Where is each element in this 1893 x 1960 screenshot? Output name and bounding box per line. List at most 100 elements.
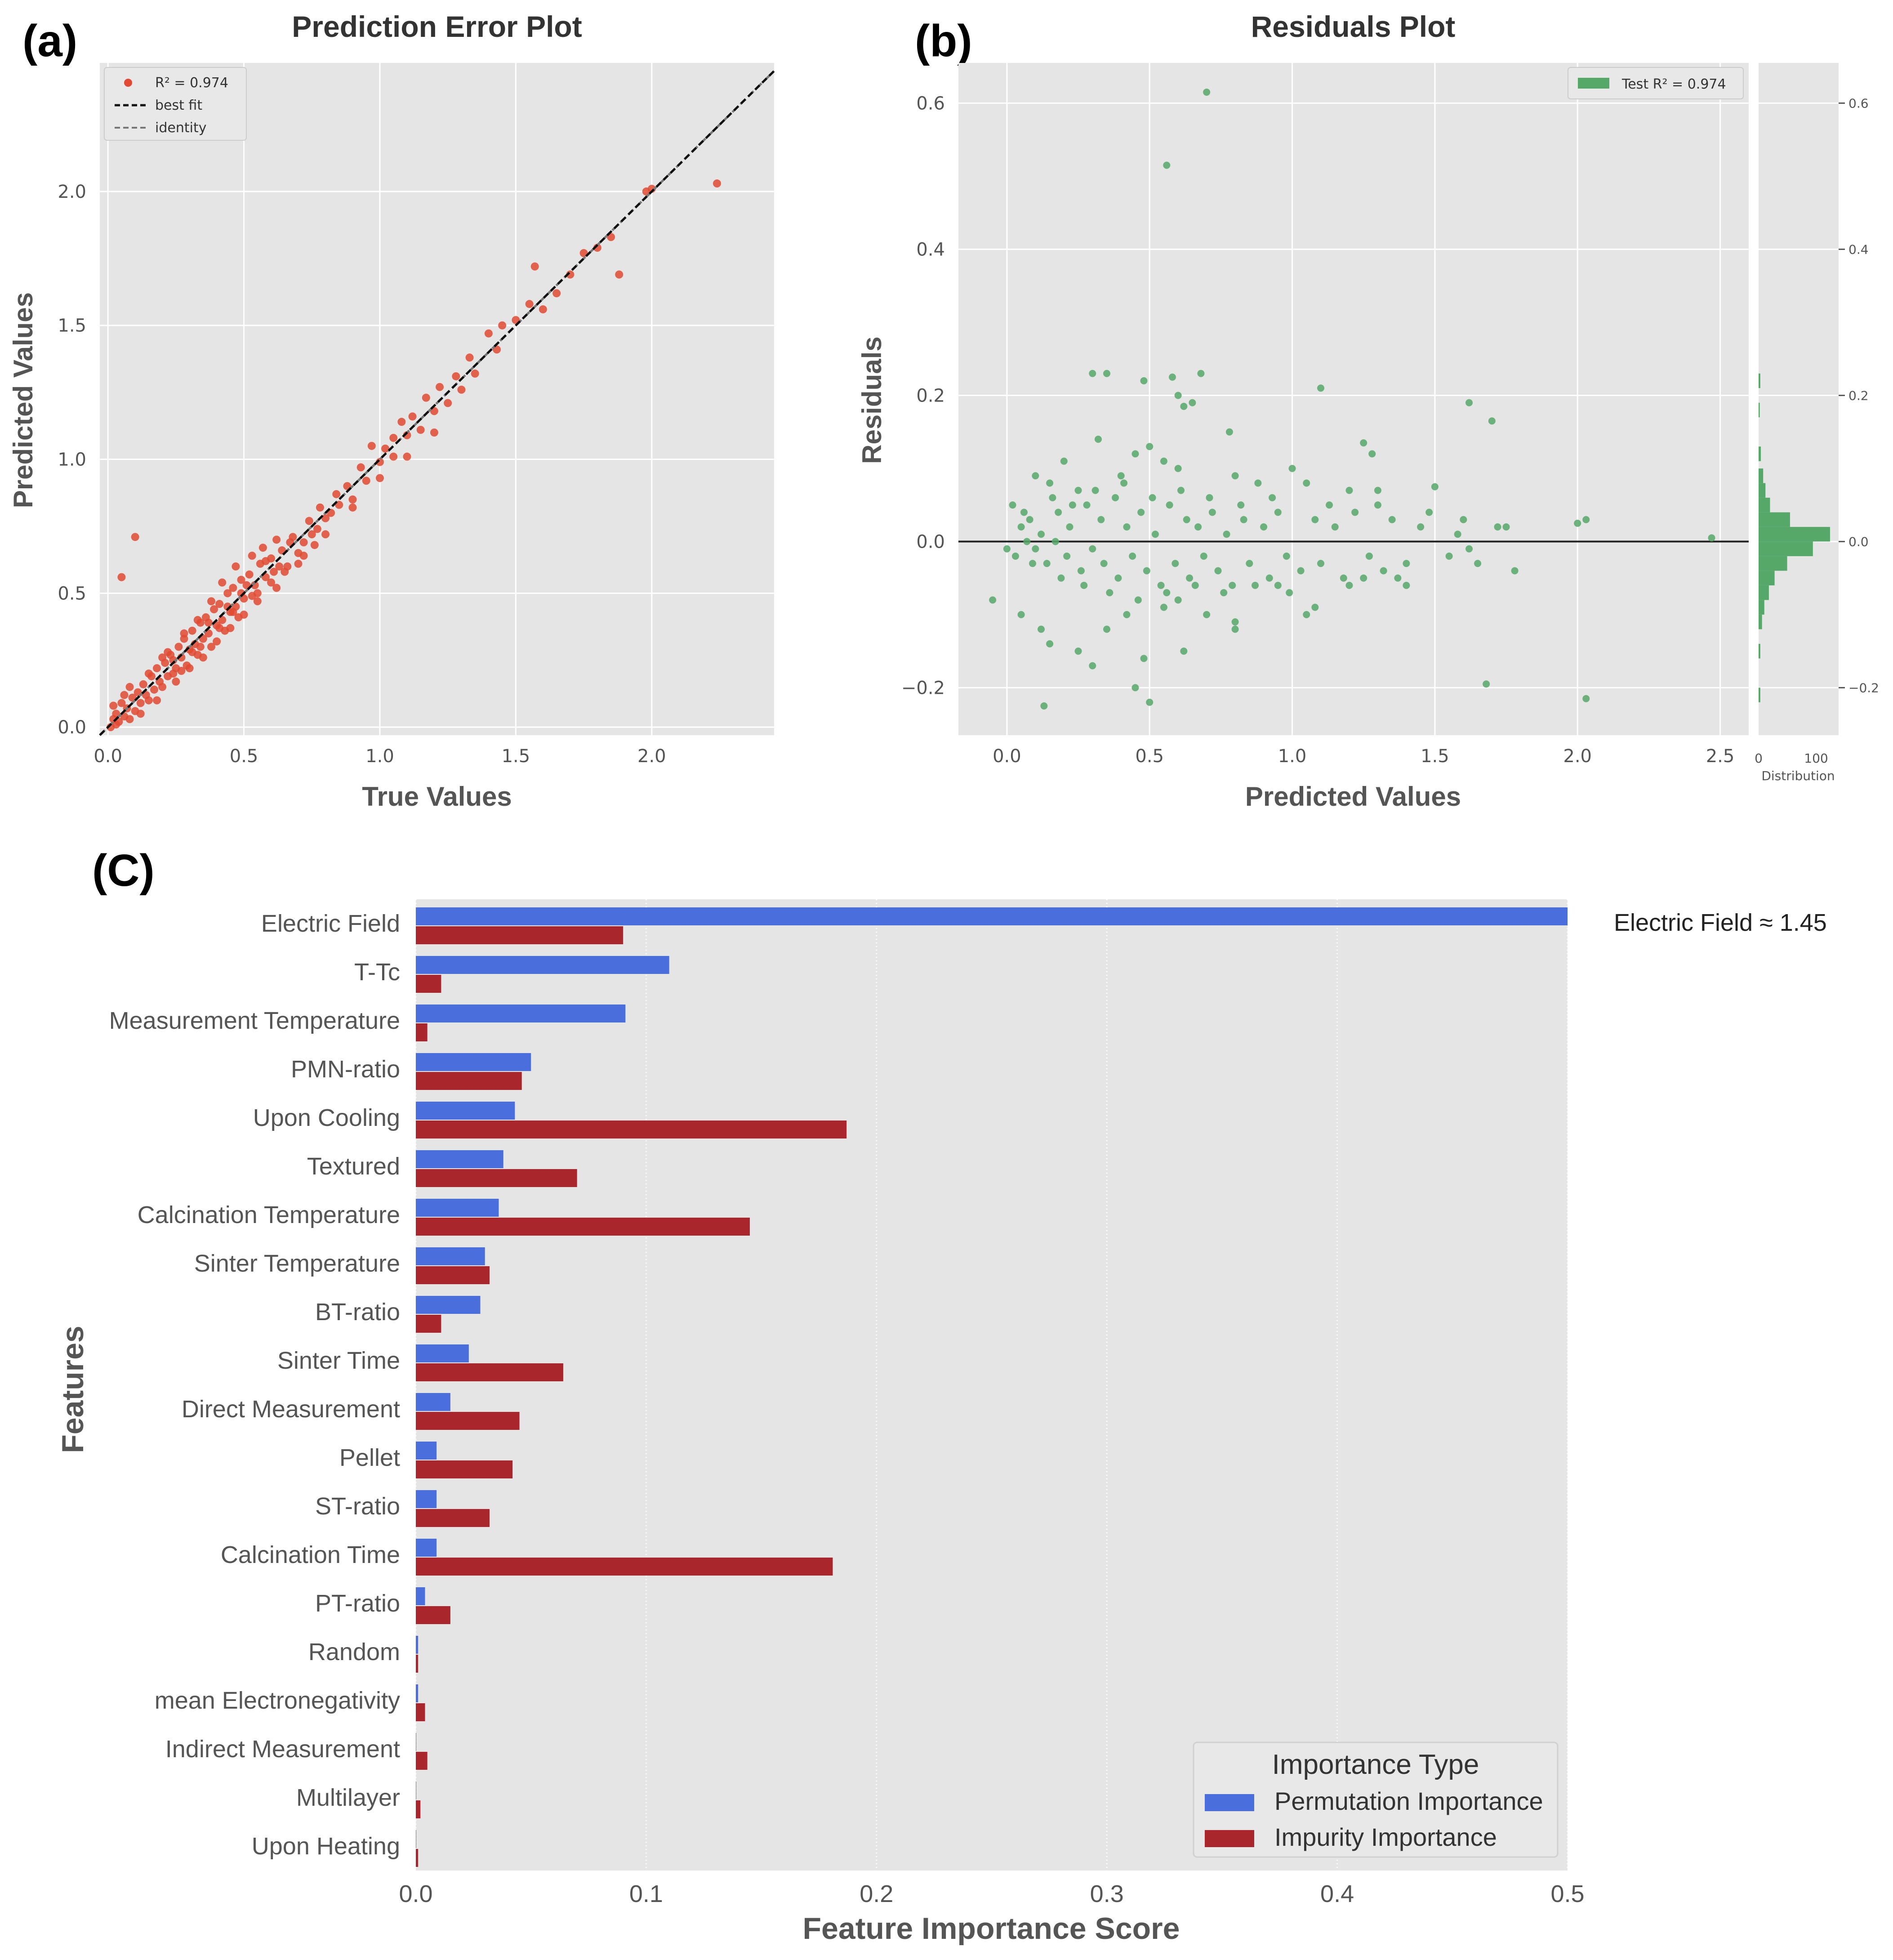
panel-a-legend-identity: identity: [155, 120, 206, 136]
panel-a-point: [153, 664, 161, 673]
panel-b-point: [1146, 698, 1154, 706]
panel-b-points: [989, 89, 1715, 710]
panel-b-point: [1046, 479, 1054, 487]
panel-a-point: [120, 691, 129, 699]
panel-b-point: [1163, 161, 1171, 169]
panel-a-point: [275, 562, 284, 571]
panel-a-point: [188, 648, 196, 656]
panel-a-point: [444, 399, 452, 407]
panel-a-fit-lines: [99, 70, 775, 736]
panel-a-point: [237, 576, 245, 584]
panel-a-point: [125, 683, 134, 691]
panel-b-hist-ytick: 0.4: [1848, 242, 1869, 257]
panel-b-xtick: 0.0: [993, 746, 1021, 767]
panel-b-point: [1425, 509, 1433, 516]
panel-b-point: [1317, 560, 1325, 567]
panel-c-bar-permutation: [416, 1053, 531, 1071]
panel-c-bar-impurity: [416, 1752, 428, 1770]
panel-b-point: [1060, 457, 1068, 465]
panel-b-point: [1229, 581, 1236, 589]
panel-a-point: [226, 624, 235, 632]
panel-c: (C) Electric Field T-Tc Measurement Temper…: [56, 845, 1827, 1946]
panel-b-title: Residuals Plot: [1251, 10, 1456, 43]
panel-b-point: [1160, 603, 1167, 611]
panel-a-point: [367, 442, 376, 450]
panel-a-point: [261, 557, 270, 565]
panel-b-point: [1403, 581, 1410, 589]
panel-a-point: [248, 592, 256, 600]
panel-b-point: [1129, 552, 1136, 560]
panel-c-ticks: 0.0 0.1 0.2 0.3 0.4 0.5: [399, 1880, 1584, 1907]
panel-b-hist-bar: [1759, 497, 1770, 513]
panel-a-point: [310, 541, 319, 549]
panel-c-bar-impurity: [416, 1266, 490, 1284]
panel-b-point: [1069, 501, 1076, 509]
panel-b-point: [1171, 560, 1179, 567]
panel-a-label: (a): [22, 16, 77, 66]
panel-b-histogram: [1759, 373, 1830, 702]
panel-b-point: [1074, 487, 1082, 494]
panel-b-point: [1123, 611, 1131, 618]
panel-b-hist-bar: [1759, 512, 1790, 527]
panel-a-point: [131, 533, 139, 541]
panel-b-ytick: −0.2: [901, 678, 945, 698]
panel-b-xtick: 1.5: [1421, 746, 1449, 767]
panel-c-bar-impurity: [416, 1558, 833, 1576]
panel-c-bar-impurity: [416, 1072, 522, 1090]
panel-c-bar-permutation: [416, 1684, 419, 1702]
panel-c-feature-label: Calcination Time: [221, 1541, 400, 1568]
panel-b-point: [1483, 680, 1490, 688]
panel-b-point: [1089, 662, 1096, 670]
panel-b-point: [1502, 523, 1510, 531]
panel-a-point: [258, 544, 267, 552]
panel-a-point: [188, 626, 196, 635]
panel-c-feature-label: Random: [308, 1639, 400, 1665]
panel-b-ytick: 0.4: [916, 239, 945, 260]
panel-c-bar-impurity: [416, 1121, 847, 1138]
panel-b-hist-ytick: 0.0: [1848, 534, 1869, 549]
panel-b-point: [1191, 581, 1199, 589]
panel-b-point: [1365, 552, 1373, 560]
panel-b-hist-bar: [1759, 446, 1761, 461]
panel-a-point: [232, 562, 240, 571]
panel-b-point: [1374, 487, 1381, 494]
panel-a-ytick: 0.0: [58, 717, 86, 738]
panel-c-feature-labels: Electric Field T-Tc Measurement Temperatur…: [109, 910, 400, 1860]
panel-b-point: [1331, 523, 1339, 531]
panel-c-bar-permutation: [416, 1539, 437, 1557]
panel-c-bar-impurity: [416, 1703, 425, 1721]
panel-b-point: [1326, 501, 1333, 509]
panel-b-point: [1180, 647, 1188, 655]
panel-c-feature-label: Direct Measurement: [182, 1396, 400, 1423]
panel-a-point: [215, 600, 224, 608]
panel-c-legend-permutation: Permutation Importance: [1274, 1787, 1543, 1815]
panel-a-legend-bestfit: best fit: [155, 98, 202, 113]
panel-a-point: [436, 383, 444, 391]
panel-a-point: [615, 270, 624, 279]
panel-b-point: [1055, 509, 1062, 516]
panel-b-point: [1252, 581, 1259, 589]
panel-a-point: [307, 530, 316, 539]
panel-c-xlabel: Feature Importance Score: [803, 1911, 1180, 1946]
panel-b-point: [1089, 370, 1096, 377]
panel-c-feature-label: mean Electronegativity: [155, 1687, 400, 1714]
panel-c-legend-impurity: Impurity Importance: [1274, 1823, 1497, 1851]
panel-b-hist-bar: [1759, 643, 1760, 659]
panel-b-point: [1026, 516, 1033, 523]
panel-b-point: [1269, 494, 1276, 501]
panel-c-plot-area: [416, 899, 1568, 1871]
panel-b-point: [1231, 625, 1239, 633]
panel-b-point: [1303, 611, 1310, 618]
panel-b-point: [1183, 516, 1190, 523]
panel-a-point: [416, 425, 425, 434]
panel-c-legend: Importance Type Permutation Importance I…: [1193, 1741, 1559, 1858]
panel-a-point: [180, 629, 188, 638]
panel-b-hist-tick-0: 0: [1755, 751, 1763, 766]
panel-a-point: [381, 444, 390, 453]
panel-b-point: [1189, 399, 1196, 406]
panel-a-point: [313, 525, 321, 533]
panel-b-point: [1283, 552, 1290, 560]
panel-a-point: [272, 536, 281, 544]
panel-b-point: [1089, 545, 1096, 553]
panel-b-legend-box: [1568, 67, 1744, 99]
